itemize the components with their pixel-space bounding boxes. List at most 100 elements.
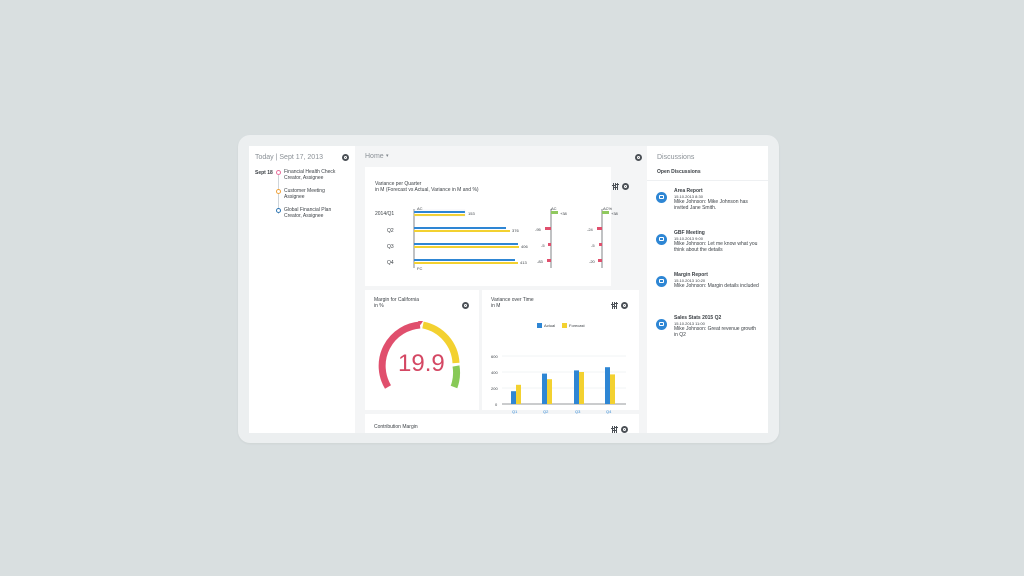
bar-actual-q3 [574, 370, 579, 404]
today-label: Today | Sept 17, 2013 [255, 154, 323, 161]
settings-icon[interactable] [342, 154, 349, 161]
discussion-text: Mike Johnson: Let me know what you think… [674, 241, 758, 253]
y-tick: 0 [495, 402, 498, 407]
timeline-item-title[interactable]: Customer Meeting [284, 188, 325, 194]
timeline-item-title[interactable]: Financial Health Check [284, 169, 336, 175]
bar-actual-q2 [542, 373, 547, 404]
settings-icon[interactable] [462, 302, 469, 309]
discussion-icon [656, 192, 667, 203]
pct-value: -5 [591, 243, 595, 248]
bar-forecast-q1 [516, 384, 521, 404]
pct-value: +38 [611, 211, 618, 216]
margin-value: 19.9 [398, 350, 445, 377]
delta-value: -83 [537, 259, 543, 264]
variance-bars [413, 209, 609, 268]
y-tick: 200 [491, 386, 498, 391]
y-tick: 600 [491, 354, 498, 359]
discussion-title: Area Report [674, 188, 703, 194]
variance-row [414, 227, 510, 232]
delta-value: -95 [535, 227, 541, 232]
bar-forecast-q3 [579, 372, 584, 404]
quarter-label: Q3 [387, 244, 394, 250]
discussion-text: Mike Johnson: Great revenue growth in Q2 [674, 326, 756, 338]
quarter-label: Q2 [387, 228, 394, 234]
timeline-item-subtitle: Creator, Assignee [284, 175, 324, 181]
margin-gauge [378, 321, 461, 389]
discussions-panel: Discussions Open Discussions Area Report… [647, 146, 768, 433]
discussion-text: Mike Johnson: Margin details included [674, 283, 759, 289]
settings-icon[interactable] [622, 183, 629, 190]
margin-title: Margin for California [374, 297, 420, 303]
delta-value: -5 [541, 243, 545, 248]
dashboard-screen: Today | Sept 17, 2013 Sept 18 Financial … [249, 146, 768, 433]
bar-forecast-q4 [610, 374, 615, 404]
ac-percent-label: AC% [603, 206, 613, 211]
timeline-item-subtitle: Creator, Assignee [284, 213, 324, 219]
variance-card: Variance per Quarter in M (Forecast vs A… [365, 167, 629, 286]
filter-icon[interactable] [612, 183, 619, 190]
discussion-text: Mike Johnson: Mike Johnson has invited J… [674, 199, 748, 211]
bar-actual-q1 [511, 391, 516, 404]
variance-row [414, 243, 519, 248]
settings-icon[interactable] [635, 154, 642, 161]
contribution-card: Contribution Margin [365, 414, 639, 433]
discussion-icon [656, 276, 667, 287]
legend-label: Forecast [569, 323, 585, 328]
timeline-item-title[interactable]: Global Financial Plan [284, 207, 332, 213]
legend-label: Actual [544, 323, 556, 328]
variance-subtitle: in M (Forecast vs Actual, Variance in M … [375, 187, 479, 193]
variance-value: 413 [520, 260, 527, 265]
discussion-date: 15.10.2013 8:30 [674, 194, 703, 199]
discussion-date: 15.10.2013 10:20 [674, 278, 706, 283]
timeline-dot [276, 170, 281, 175]
bar-actual-q4 [605, 367, 610, 404]
discussion-icon [656, 319, 667, 330]
open-discussions-label: Open Discussions [657, 169, 701, 175]
margin-subtitle: in % [374, 303, 384, 309]
x-tick: Q4 [606, 409, 612, 414]
timeline-dot [276, 208, 281, 213]
pct-value: -20 [589, 259, 595, 264]
discussion-date: 15.10.2013 9:00 [674, 236, 703, 241]
x-tick: Q3 [575, 409, 581, 414]
filter-icon[interactable] [611, 302, 618, 309]
discussion-title: Sales Stats 2015 Q2 [674, 315, 722, 321]
variance-row [413, 209, 466, 217]
timeline-dot [276, 189, 281, 194]
quarter-label: Q4 [387, 260, 394, 266]
discussion-title: Margin Report [674, 272, 708, 278]
chevron-down-icon[interactable]: ▾ [386, 153, 389, 159]
ac-label: AC [551, 206, 557, 211]
quarter-label: 2014/Q1 [375, 211, 395, 217]
fc-label: FC [417, 266, 423, 271]
timeline-item-subtitle: Assignee [284, 194, 305, 200]
discussion-icon [656, 234, 667, 245]
x-tick: Q2 [543, 409, 549, 414]
variance-value: 376 [512, 228, 519, 233]
variance-over-time-chart [502, 355, 626, 405]
ac-label: AC [417, 206, 423, 211]
variance-value: 153 [468, 211, 475, 216]
variance-row [414, 259, 518, 264]
margin-card: Margin for California in % 19.9 [365, 290, 479, 410]
pct-value: -24 [587, 227, 593, 232]
overtime-title: Variance over Time [491, 297, 534, 303]
discussions-title: Discussions [657, 154, 695, 161]
timeline-line [278, 175, 279, 214]
discussion-date: 15.10.2013 11:00 [674, 321, 705, 326]
main-dashboard: Home ▾ Variance per Quarter in M (Foreca… [365, 146, 642, 433]
delta-value: +38 [560, 211, 567, 216]
home-breadcrumb[interactable]: Home [365, 153, 384, 160]
x-tick: Q1 [512, 409, 518, 414]
variance-title: Variance per Quarter [375, 181, 422, 187]
contribution-title: Contribution Margin [374, 424, 418, 430]
discussion-title: GBF Meeting [674, 230, 705, 236]
timeline-date: Sept 18 [255, 170, 273, 176]
settings-icon[interactable] [621, 426, 628, 433]
y-tick: 400 [491, 370, 498, 375]
legend-swatch-forecast [562, 323, 567, 328]
variance-value: 406 [521, 244, 528, 249]
settings-icon[interactable] [621, 302, 628, 309]
filter-icon[interactable] [611, 426, 618, 433]
legend-swatch-actual [537, 323, 542, 328]
